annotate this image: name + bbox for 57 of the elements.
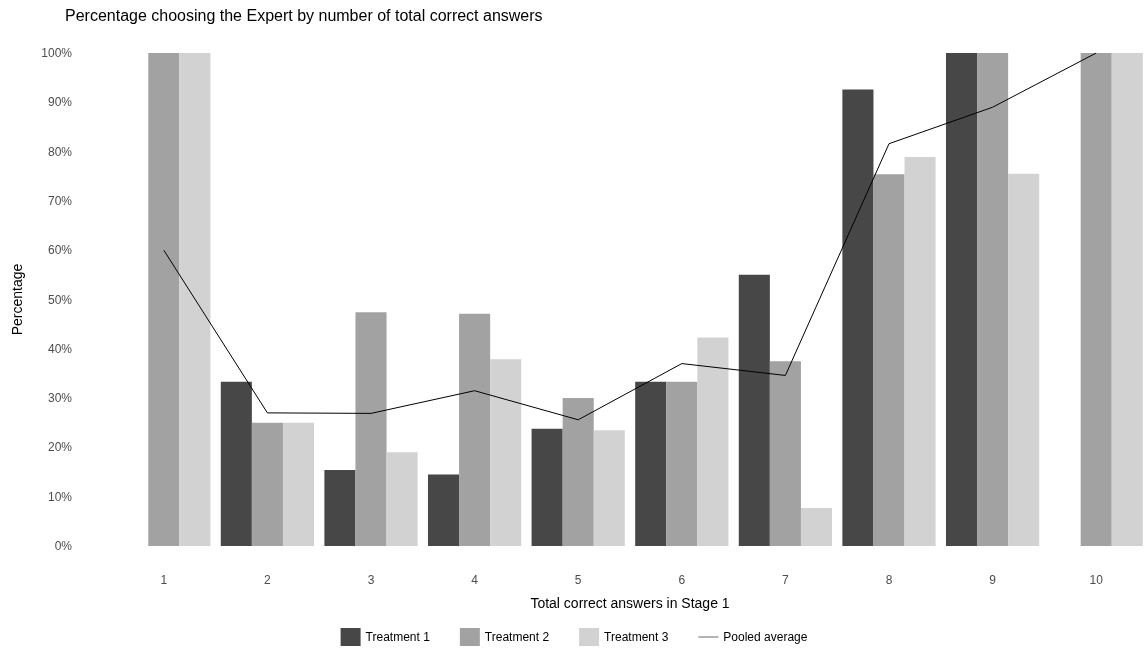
bar xyxy=(282,422,315,546)
line-series xyxy=(163,52,1097,421)
y-tick-label: 70% xyxy=(47,193,73,208)
bar xyxy=(873,174,905,546)
bar xyxy=(593,430,625,546)
y-tick-label: 10% xyxy=(47,489,73,504)
y-tick-label: 90% xyxy=(47,95,73,110)
legend-label: Treatment 2 xyxy=(484,630,550,644)
legend-label: Pooled average xyxy=(723,630,808,644)
x-tick-label: 3 xyxy=(367,573,375,587)
bar xyxy=(666,381,698,546)
bar xyxy=(386,452,418,546)
bar xyxy=(562,398,594,546)
x-tick-label: 9 xyxy=(989,573,997,587)
bar xyxy=(355,312,387,546)
bar xyxy=(904,157,936,546)
bar xyxy=(220,381,252,546)
bar xyxy=(977,53,1009,546)
bar xyxy=(251,422,283,546)
y-tick-label: 0% xyxy=(54,539,73,553)
legend-label: Treatment 3 xyxy=(604,630,669,644)
x-tick-label: 6 xyxy=(678,573,686,587)
bar xyxy=(148,53,180,546)
y-tick-label: 100% xyxy=(41,46,73,60)
x-tick-label: 7 xyxy=(782,573,790,587)
bar xyxy=(1008,173,1040,546)
bar xyxy=(800,508,833,546)
y-tick-label: 40% xyxy=(47,341,73,356)
x-tick-label: 5 xyxy=(574,573,582,587)
x-tick-label: 8 xyxy=(885,573,893,587)
y-axis-title: Percentage xyxy=(9,263,25,336)
bar xyxy=(1080,53,1112,546)
bar xyxy=(635,381,667,546)
bar xyxy=(459,313,491,546)
y-tick-label: 60% xyxy=(47,243,73,258)
bar xyxy=(945,53,978,546)
bar xyxy=(1111,53,1143,546)
bar xyxy=(324,470,356,546)
x-tick-label: 1 xyxy=(160,573,168,587)
chart-title: Percentage choosing the Expert by number of total correct answers xyxy=(65,6,543,24)
y-tick-label: 30% xyxy=(47,391,73,406)
bar xyxy=(427,474,460,546)
bar xyxy=(697,337,729,546)
bar xyxy=(769,361,801,546)
y-tick-label: 20% xyxy=(47,440,73,455)
y-tick-label: 80% xyxy=(47,144,73,159)
x-axis-title: Total correct answers in Stage 1 xyxy=(530,595,730,611)
bar xyxy=(531,428,563,546)
bar xyxy=(179,53,211,546)
bar xyxy=(738,274,770,546)
x-tick-label: 10 xyxy=(1089,573,1104,587)
bar xyxy=(490,359,522,546)
y-tick-label: 50% xyxy=(47,292,73,307)
legend-label: Treatment 1 xyxy=(365,630,431,644)
x-tick-label: 4 xyxy=(471,573,479,587)
x-tick-label: 2 xyxy=(264,573,272,587)
bar xyxy=(842,89,874,546)
